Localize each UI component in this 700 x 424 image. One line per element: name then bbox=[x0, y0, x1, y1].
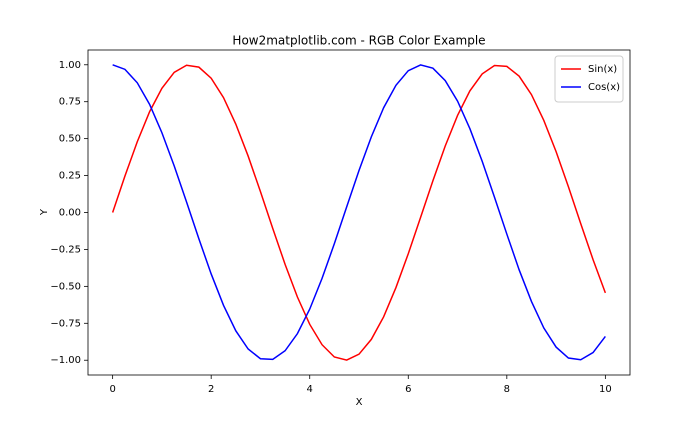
x-tick-label: 4 bbox=[307, 384, 313, 395]
x-tick-label: 8 bbox=[504, 384, 510, 395]
line bbox=[112, 64, 606, 361]
chart-title: How2matplotlib.com - RGB Color Example bbox=[232, 34, 485, 48]
plot-frame bbox=[87, 49, 631, 376]
y-tick-label: 0.25 bbox=[59, 171, 81, 182]
y-axis-label: Y bbox=[39, 208, 50, 216]
y-tick-label: 0.50 bbox=[59, 134, 81, 145]
x-tick-label: 6 bbox=[405, 384, 411, 395]
y-tick-label: −0.25 bbox=[50, 244, 81, 255]
x-tick-label: 0 bbox=[109, 384, 115, 395]
legend-label: Cos(x) bbox=[588, 82, 620, 93]
y-tick-label: −1.00 bbox=[50, 355, 81, 366]
legend-box bbox=[554, 55, 624, 103]
y-tick-label: 0.00 bbox=[59, 208, 81, 219]
x-tick-label: 2 bbox=[208, 384, 214, 395]
y-tick-label: 1.00 bbox=[59, 60, 81, 71]
legend-label: Sin(x) bbox=[588, 64, 617, 75]
y-tick-label: 0.75 bbox=[59, 97, 81, 108]
x-axis-label: X bbox=[356, 397, 363, 408]
y-tick-label: −0.50 bbox=[50, 281, 81, 292]
x-tick-label: 10 bbox=[599, 384, 612, 395]
line bbox=[111, 64, 607, 361]
y-tick-label: −0.75 bbox=[50, 318, 81, 329]
